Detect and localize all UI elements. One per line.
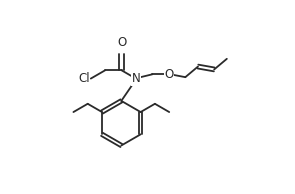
Text: O: O: [164, 68, 173, 81]
Text: Cl: Cl: [78, 72, 90, 85]
Text: O: O: [117, 36, 126, 49]
Text: N: N: [132, 72, 140, 85]
